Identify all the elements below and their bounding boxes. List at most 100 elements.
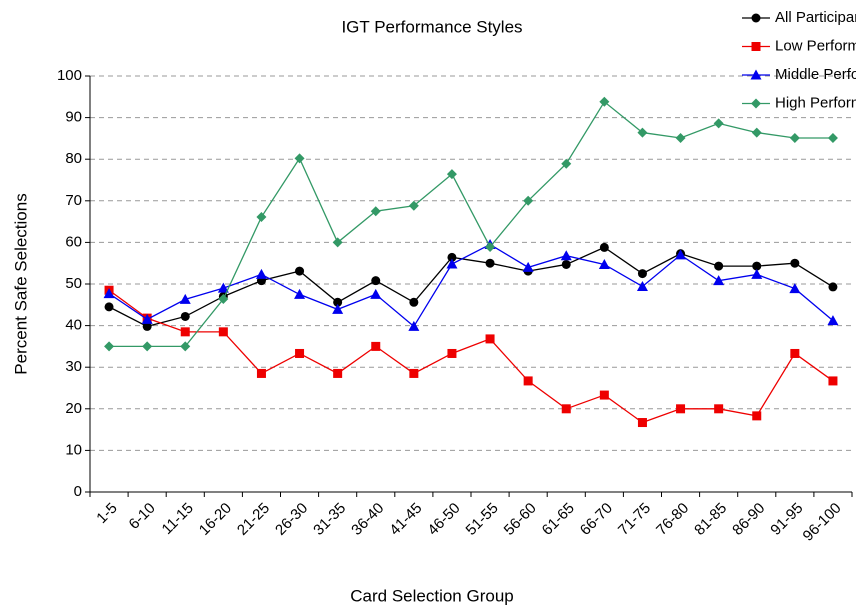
legend-item: All Participants xyxy=(742,9,856,26)
x-tick-label: 6-10 xyxy=(126,500,159,533)
data-point xyxy=(714,261,724,271)
x-tick-label: 26-30 xyxy=(272,500,311,539)
y-tick-label: 0 xyxy=(74,483,82,500)
x-tick-label: 96-100 xyxy=(800,500,845,545)
data-point xyxy=(409,368,419,378)
data-point xyxy=(485,241,496,252)
legend-marker xyxy=(751,13,761,23)
data-point xyxy=(561,259,571,269)
y-tick-label: 40 xyxy=(65,317,82,334)
data-point xyxy=(598,258,610,269)
data-point xyxy=(408,200,419,211)
legend-marker xyxy=(750,69,762,80)
data-point xyxy=(294,288,306,299)
data-point xyxy=(104,341,115,352)
data-point xyxy=(714,404,724,414)
data-point xyxy=(485,258,495,268)
data-point xyxy=(180,311,190,321)
data-point xyxy=(447,348,457,358)
data-point xyxy=(446,258,458,269)
data-point xyxy=(447,252,457,262)
x-tick-label: 56-60 xyxy=(501,500,540,539)
y-tick-label: 100 xyxy=(57,67,82,84)
data-point xyxy=(637,418,647,428)
data-point xyxy=(485,334,495,344)
x-tick-label: 1-5 xyxy=(93,500,120,527)
data-point xyxy=(371,276,381,286)
data-point xyxy=(523,376,533,386)
data-point xyxy=(637,269,647,279)
x-tick-label: 86-90 xyxy=(729,500,768,539)
y-tick-label: 30 xyxy=(65,358,82,375)
data-point xyxy=(599,96,610,107)
series-line xyxy=(108,246,834,328)
data-point xyxy=(599,242,609,252)
data-point xyxy=(370,288,382,299)
data-point xyxy=(370,206,381,217)
data-point xyxy=(256,212,267,223)
data-point xyxy=(294,153,305,164)
y-axis-label: Percent Safe Selections xyxy=(11,193,30,374)
data-point xyxy=(295,348,305,358)
data-point xyxy=(675,249,687,260)
data-point xyxy=(180,327,190,337)
data-point xyxy=(676,404,686,414)
data-point xyxy=(256,368,266,378)
x-tick-label: 61-65 xyxy=(539,500,578,539)
data-point xyxy=(827,315,839,326)
x-tick-label: 66-70 xyxy=(577,500,616,539)
legend-item: Middle Performers xyxy=(742,66,856,83)
data-point xyxy=(560,250,572,261)
data-point xyxy=(523,195,534,206)
x-axis-label: Card Selection Group xyxy=(350,586,513,605)
x-tick-label: 46-50 xyxy=(424,500,463,539)
x-tick-label: 76-80 xyxy=(653,500,692,539)
data-point xyxy=(332,303,344,314)
data-point xyxy=(446,169,457,180)
data-point xyxy=(104,302,114,312)
legend-item: High Performers xyxy=(742,94,856,111)
data-point xyxy=(295,266,305,276)
legend-label: Middle Performers xyxy=(775,66,856,83)
chart-title: IGT Performance Styles xyxy=(341,17,522,36)
data-point xyxy=(827,132,838,143)
data-point xyxy=(790,258,800,268)
y-tick-label: 70 xyxy=(65,192,82,209)
data-point xyxy=(255,268,267,279)
data-point xyxy=(751,127,762,138)
x-tick-label: 51-55 xyxy=(463,500,502,539)
data-point xyxy=(179,293,191,304)
x-tick-label: 36-40 xyxy=(348,500,387,539)
data-point xyxy=(103,288,115,299)
x-tick-label: 21-25 xyxy=(234,500,273,539)
x-tick-label: 31-35 xyxy=(310,500,349,539)
data-point xyxy=(790,348,800,358)
data-point xyxy=(751,268,763,279)
data-point xyxy=(522,261,534,272)
data-point xyxy=(713,118,724,129)
data-point xyxy=(828,376,838,386)
data-point xyxy=(217,282,229,293)
data-point xyxy=(142,341,153,352)
data-point xyxy=(218,327,228,337)
x-tick-label: 11-15 xyxy=(159,500,197,538)
y-tick-label: 90 xyxy=(65,109,82,126)
data-point xyxy=(713,275,725,286)
legend-label: Low Performers xyxy=(775,37,856,54)
data-point xyxy=(142,321,152,331)
data-point xyxy=(789,132,800,143)
x-tick-label: 81-85 xyxy=(691,500,730,539)
data-point xyxy=(332,237,343,248)
y-tick-label: 50 xyxy=(65,275,82,292)
y-tick-label: 10 xyxy=(65,441,82,458)
data-point xyxy=(828,282,838,292)
legend-item: Low Performers xyxy=(742,37,856,54)
legend-marker xyxy=(751,98,761,109)
data-point xyxy=(180,341,191,352)
y-tick-label: 80 xyxy=(65,150,82,167)
data-point xyxy=(789,283,801,294)
series-line xyxy=(108,289,834,424)
data-point xyxy=(333,297,343,307)
y-tick-label: 60 xyxy=(65,233,82,250)
data-point xyxy=(408,320,420,331)
